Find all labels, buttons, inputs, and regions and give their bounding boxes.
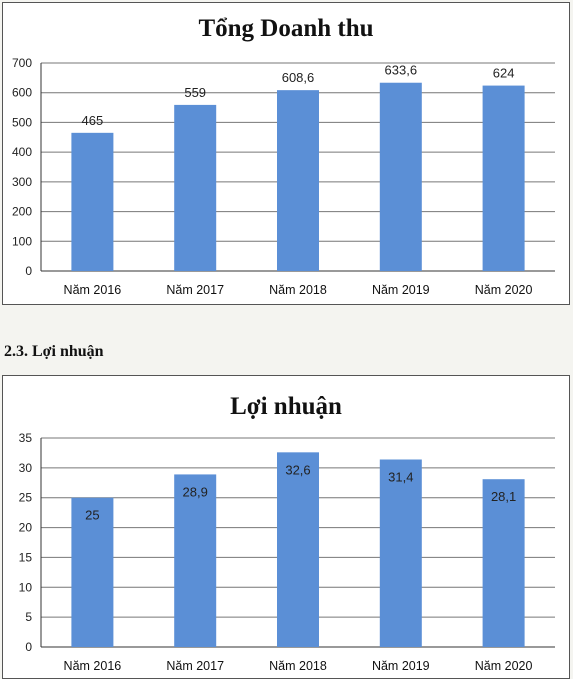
y-tick-label: 0 xyxy=(25,264,32,278)
x-tick-label: Năm 2019 xyxy=(372,659,430,673)
revenue-chart: Tổng Doanh thu 0 100 200 300 400 500 600 700 465… xyxy=(2,2,570,305)
y-tick-label: 100 xyxy=(12,234,32,248)
profit-chart: Lợi nhuận 0 5 10 15 20 25 30 35 25 Năm 2016 28,9 Nă… xyxy=(2,375,570,679)
bar xyxy=(71,497,114,647)
data-label: 25 xyxy=(85,508,99,523)
y-tick-label: 20 xyxy=(19,521,33,535)
y-tick-label: 0 xyxy=(25,640,32,654)
x-tick-label: Năm 2018 xyxy=(269,659,327,673)
bar xyxy=(174,104,217,271)
bar xyxy=(482,479,525,647)
y-tick-label: 200 xyxy=(12,205,32,219)
bar xyxy=(482,85,525,271)
data-label: 559 xyxy=(184,85,206,100)
bar xyxy=(71,132,114,271)
y-tick-label: 25 xyxy=(19,491,33,505)
chart-title: Tổng Doanh thu xyxy=(198,15,374,42)
profit-chart-plot: 0 5 10 15 20 25 30 35 25 Năm 2016 28,9 Năm 2017 32,6… xyxy=(19,431,555,673)
data-label: 28,9 xyxy=(183,484,208,499)
revenue-chart-plot: 0 100 200 300 400 500 600 700 465 Năm 2016 559 Năm … xyxy=(12,56,555,297)
data-label: 28,1 xyxy=(491,489,516,504)
y-tick-label: 30 xyxy=(19,461,33,475)
bar xyxy=(277,452,319,647)
bar xyxy=(379,459,422,647)
section-heading: 2.3. Lợi nhuận xyxy=(4,343,104,360)
y-tick-label: 700 xyxy=(12,56,32,70)
y-tick-label: 15 xyxy=(19,550,33,564)
x-tick-label: Năm 2018 xyxy=(269,283,327,297)
x-tick-label: Năm 2016 xyxy=(64,283,122,297)
x-tick-label: Năm 2016 xyxy=(64,659,122,673)
chart-title: Lợi nhuận xyxy=(230,393,342,420)
data-label: 624 xyxy=(493,66,515,81)
data-label: 465 xyxy=(82,113,104,128)
data-label: 608,6 xyxy=(282,70,315,85)
data-label: 31,4 xyxy=(388,469,413,484)
bar xyxy=(379,82,422,271)
y-tick-label: 5 xyxy=(25,610,32,624)
y-tick-label: 300 xyxy=(12,175,32,189)
x-tick-label: Năm 2019 xyxy=(372,283,430,297)
y-tick-label: 10 xyxy=(19,580,33,594)
x-tick-label: Năm 2017 xyxy=(166,659,224,673)
y-tick-label: 35 xyxy=(19,431,33,445)
bar xyxy=(277,90,319,271)
data-label: 633,6 xyxy=(385,63,418,78)
y-tick-label: 500 xyxy=(12,115,32,129)
y-tick-label: 400 xyxy=(12,145,32,159)
x-tick-label: Năm 2020 xyxy=(475,283,533,297)
y-tick-label: 600 xyxy=(12,86,32,100)
data-label: 32,6 xyxy=(285,462,310,477)
x-tick-label: Năm 2020 xyxy=(475,659,533,673)
bar xyxy=(174,474,217,647)
x-tick-label: Năm 2017 xyxy=(166,283,224,297)
